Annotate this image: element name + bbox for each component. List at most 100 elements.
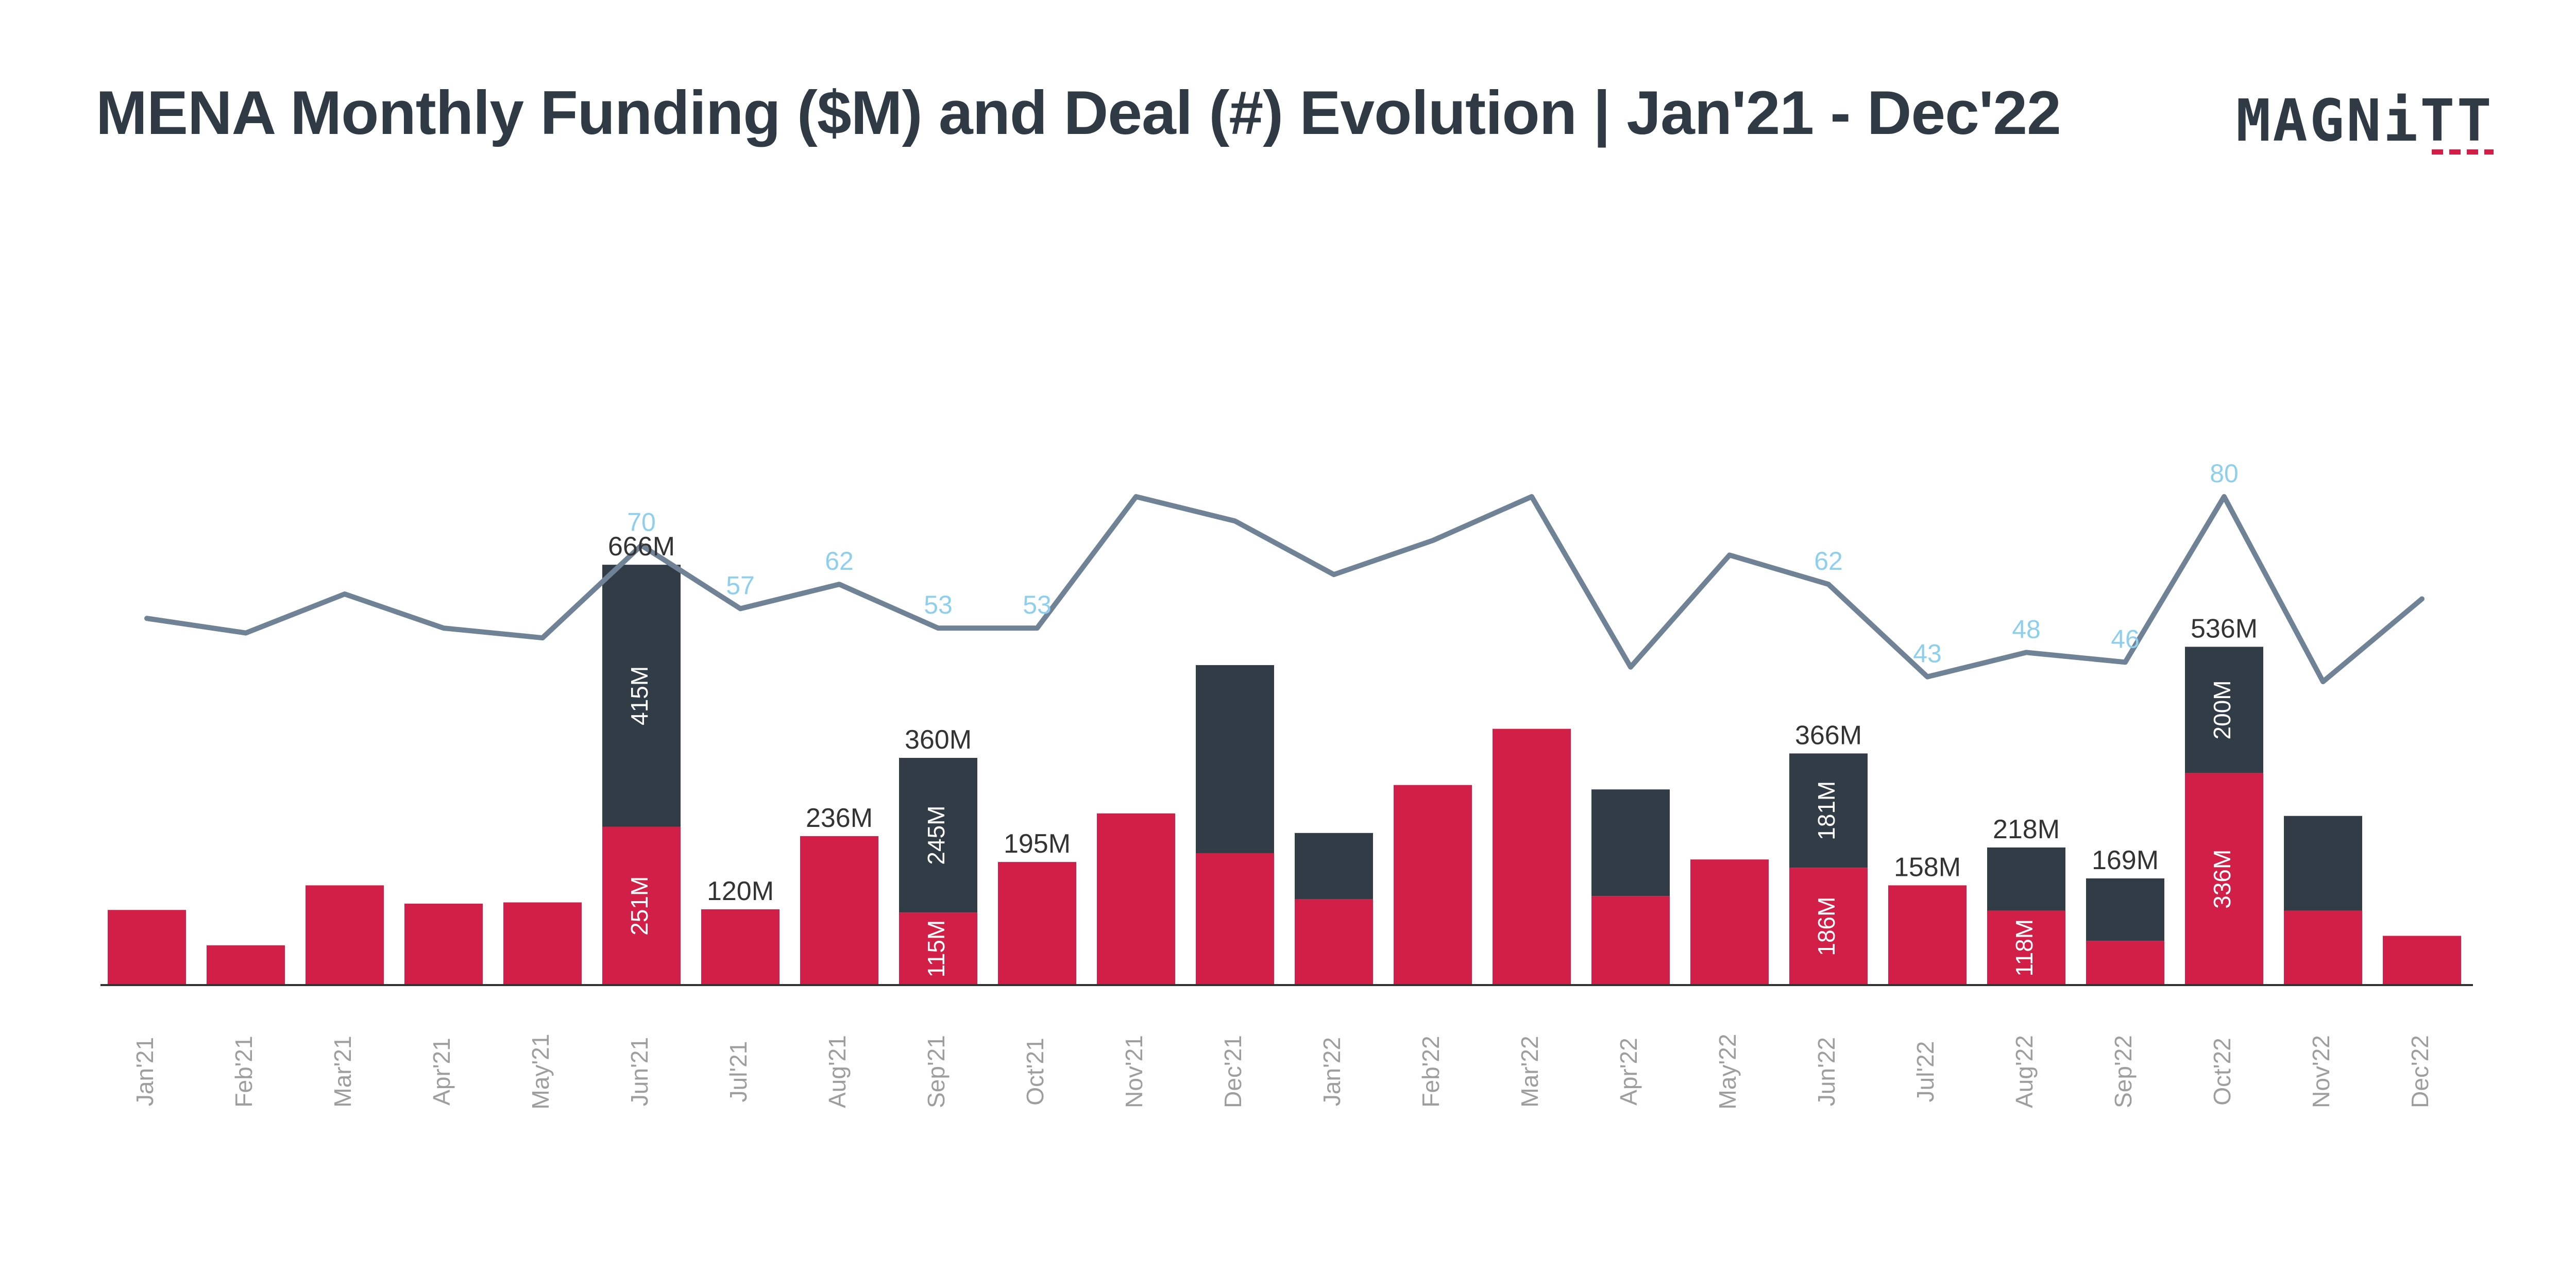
segment-label-bottom: 118M	[2011, 919, 2038, 977]
deal-point	[641, 545, 642, 546]
deal-point	[1729, 554, 1730, 556]
deal-count-line	[144, 494, 2425, 685]
x-tick-label: Apr'21	[428, 1038, 455, 1106]
funding-bar	[1493, 728, 1571, 985]
deal-count-label: 53	[1023, 590, 1052, 619]
segment-label-bottom: 115M	[923, 920, 950, 978]
x-tick-label: Jul'21	[725, 1041, 752, 1103]
label-layer: 666M 251M 415M 70 120M 57 236M 62 360M 115M 245M 53…	[608, 459, 2258, 977]
funding-bar	[1196, 853, 1274, 985]
funding-bar	[2383, 936, 2461, 985]
deal-count-label: 53	[924, 590, 953, 619]
deal-point	[2421, 598, 2422, 600]
deal-point	[1234, 520, 1235, 522]
deal-point	[2323, 681, 2324, 683]
funding-bar	[998, 862, 1076, 985]
deal-point	[1333, 574, 1334, 575]
x-tick-label: May'21	[527, 1034, 554, 1110]
funding-bar	[207, 945, 285, 985]
x-tick-label: May'22	[1714, 1034, 1741, 1110]
funding-bar	[503, 902, 582, 985]
deal-count-label: 70	[627, 508, 656, 537]
deal-point	[740, 608, 741, 609]
total-label: 158M	[1894, 852, 1961, 882]
deal-point	[2224, 496, 2225, 497]
funding-bar	[899, 912, 977, 985]
segment-label-top: 245M	[923, 806, 950, 865]
deal-point	[1927, 676, 1928, 677]
mega-deal-bar	[1295, 833, 1373, 900]
deal-point	[1531, 496, 1532, 497]
deal-count-label: 80	[2210, 459, 2239, 488]
x-axis: Jan'21 Feb'21 Mar'21 Apr'21 May'21 Jun'21 Jul'…	[100, 984, 2473, 1110]
funding-bar	[1591, 896, 1670, 985]
x-tick-label: Aug'22	[2011, 1035, 2038, 1108]
segment-label-top: 415M	[626, 666, 653, 725]
segment-label-top: 181M	[1813, 781, 1840, 840]
total-label: 236M	[806, 803, 873, 833]
chart-title: MENA Monthly Funding ($M) and Deal (#) E…	[96, 78, 2061, 147]
deal-count-label: 57	[726, 571, 755, 600]
deal-point	[1037, 628, 1038, 629]
mega-deal-bar	[2284, 816, 2362, 911]
logo-accent-icon	[2432, 149, 2494, 155]
x-tick-label: Mar'22	[1516, 1036, 1543, 1107]
total-label: 218M	[1993, 815, 2060, 844]
magnitt-logo: MAGNiTT	[2235, 88, 2494, 155]
x-tick-label: Feb'21	[230, 1036, 257, 1107]
x-tick-label: Jan'22	[1318, 1037, 1345, 1106]
x-tick-label: Jan'21	[131, 1037, 158, 1106]
deal-point	[2125, 662, 2126, 663]
funding-bar	[306, 885, 384, 985]
x-tick-label: Sep'22	[2110, 1035, 2137, 1108]
x-tick-label: Aug'21	[824, 1035, 851, 1108]
funding-bar	[1789, 868, 1868, 985]
x-tick-label: Jun'21	[626, 1037, 653, 1106]
total-label: 366M	[1795, 720, 1862, 750]
x-tick-label: Oct'21	[1022, 1038, 1048, 1106]
mega-deal-bar	[2185, 647, 2263, 773]
deal-count-label: 62	[825, 547, 854, 575]
deal-count-label: 62	[1814, 547, 1843, 575]
funding-bar	[1097, 813, 1175, 985]
funding-bar	[2086, 941, 2164, 985]
bar-layer	[108, 565, 2461, 985]
deal-count-label: 46	[2111, 624, 2140, 653]
total-label: 666M	[608, 532, 675, 562]
segment-label-bottom: 251M	[626, 876, 653, 936]
funding-bar	[1690, 859, 1769, 985]
funding-bar	[602, 826, 681, 985]
funding-bar	[2284, 910, 2362, 985]
total-label: 169M	[2092, 845, 2159, 875]
deal-point	[1432, 540, 1433, 541]
segment-label-bottom: 336M	[2209, 850, 2235, 909]
deal-line-layer	[144, 494, 2425, 685]
total-label: 120M	[707, 876, 774, 906]
x-tick-label: Jul'22	[1912, 1041, 1939, 1103]
deal-point	[938, 628, 939, 629]
x-tick-label: Dec'21	[1219, 1035, 1246, 1108]
funding-bar	[404, 903, 483, 985]
x-tick-label: Jun'22	[1813, 1037, 1840, 1106]
funding-bar	[701, 909, 779, 985]
deal-point	[1136, 496, 1137, 497]
x-tick-label: Mar'21	[329, 1036, 356, 1107]
x-tick-label: Dec'22	[2406, 1035, 2433, 1108]
x-tick-label: Oct'22	[2209, 1038, 2235, 1106]
deal-point	[542, 637, 543, 639]
x-tick-label: Apr'22	[1615, 1038, 1642, 1106]
mega-deal-bar	[899, 758, 977, 913]
funding-bar	[1888, 885, 1967, 985]
mega-deal-bar	[2086, 878, 2164, 941]
deal-point	[245, 632, 246, 634]
funding-bar	[1987, 910, 2065, 985]
funding-bar	[2185, 773, 2263, 985]
deal-point	[146, 618, 147, 619]
total-label: 536M	[2191, 614, 2258, 643]
deal-point	[344, 594, 345, 595]
mega-deal-bar	[1196, 665, 1274, 853]
deal-point	[2026, 652, 2027, 653]
x-tick-label: Nov'22	[2308, 1035, 2334, 1108]
funding-bar	[108, 910, 186, 985]
